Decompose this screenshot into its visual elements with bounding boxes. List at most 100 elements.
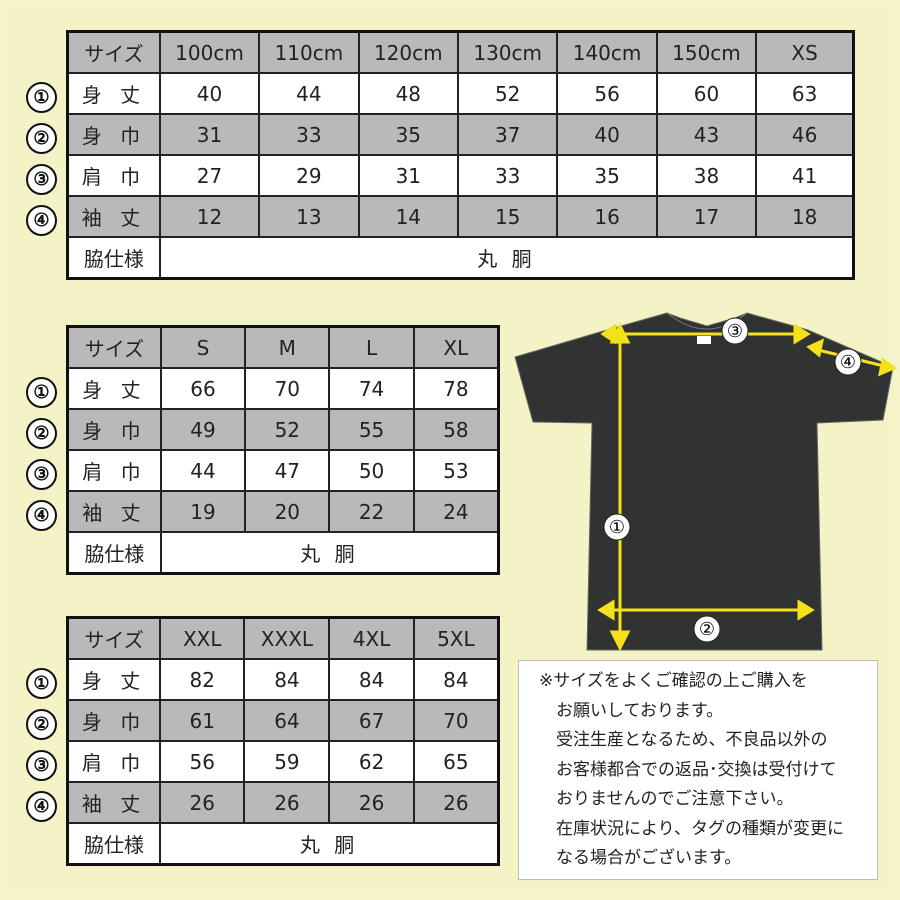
table-row: 肩 巾 44 47 50 53 [66, 449, 500, 492]
measurement-cell: 64 [243, 699, 331, 742]
measurement-cell: 48 [357, 72, 459, 115]
table-row: 袖 丈 12 13 14 15 16 17 18 [66, 195, 855, 238]
measurement-cell: 22 [328, 490, 415, 533]
size-table: サイズ S M L XL 身 丈 66 70 74 78 身 巾 49 52 55 58 肩 巾 44 47 50 5… [66, 325, 500, 575]
size-column-header: M [244, 325, 331, 369]
size-table: サイズ 100cm 110cm 120cm 130cm 140cm 150cm XS 身 丈 40… [66, 30, 855, 280]
row-marker: ① [26, 668, 57, 699]
size-column-header: 4XL [328, 616, 415, 660]
size-column-header: L [328, 325, 415, 369]
notice-line: ※サイズをよくご確認の上ご購入を [539, 671, 808, 691]
row-marker: ② [26, 123, 57, 154]
diagram-label-3: ③ [727, 321, 743, 342]
measurement-cell: 47 [244, 449, 331, 492]
row-label: 袖 丈 [66, 195, 161, 238]
table-row: 身 巾 61 64 67 70 [66, 699, 500, 742]
arrowhead [793, 323, 811, 345]
side-spec-value: 丸 胴 [159, 822, 500, 866]
header-row: サイズ 100cm 110cm 120cm 130cm 140cm 150cm XS [66, 30, 855, 74]
measurement-cell: 43 [655, 113, 758, 156]
header-row: サイズ XXL XXXL 4XL 5XL [66, 616, 500, 660]
measurement-cell: 19 [159, 490, 247, 533]
row-label: 肩 巾 [66, 740, 162, 783]
measurement-cell: 44 [159, 449, 247, 492]
measurement-cell: 14 [357, 195, 459, 238]
measurement-cell: 26 [159, 781, 246, 824]
table-row: 袖 丈 19 20 22 24 [66, 490, 500, 533]
measurement-cell: 20 [244, 490, 331, 533]
measurement-cell: 53 [412, 449, 500, 492]
size-column-header: 140cm [556, 30, 658, 74]
side-spec-row: 脇仕様丸 胴 [66, 822, 500, 866]
measurement-cell: 33 [258, 113, 360, 156]
side-spec-label: 脇仕様 [66, 531, 162, 575]
measurement-cell: 13 [258, 195, 360, 238]
measurement-cell: 74 [328, 367, 415, 410]
row-marker: ② [26, 418, 57, 449]
measurement-cell: 61 [159, 699, 246, 742]
measurement-cell: 18 [755, 195, 855, 238]
size-column-header: XL [412, 325, 500, 369]
size-column-header: 110cm [258, 30, 360, 74]
diagram-label-2: ② [699, 619, 715, 640]
row-label: 袖 丈 [66, 490, 162, 533]
row-label: 身 巾 [66, 408, 162, 451]
arrowhead [877, 357, 898, 377]
measurement-cell: 84 [328, 658, 415, 701]
notice-box: ※サイズをよくご確認の上ご購入を お願いしております。 受注生産となるため、不良… [518, 660, 878, 880]
table-row: 身 丈 40 44 48 52 56 60 63 [66, 72, 855, 115]
size-column-header: 120cm [357, 30, 459, 74]
measurement-cell: 59 [243, 740, 331, 783]
row-label: 身 巾 [66, 699, 162, 742]
row-marker: ③ [26, 750, 57, 781]
diagram-label-1: ① [609, 517, 625, 538]
arrowhead [609, 630, 631, 652]
measurement-cell: 31 [158, 113, 261, 156]
measurement-cell: 16 [556, 195, 658, 238]
table-row: 肩 巾 56 59 62 65 [66, 740, 500, 783]
measurement-cell: 26 [243, 781, 331, 824]
row-marker: ④ [26, 500, 57, 531]
side-spec-label: 脇仕様 [66, 822, 162, 866]
row-marker: ③ [26, 164, 57, 195]
measurement-cell: 17 [655, 195, 758, 238]
header-row: サイズ S M L XL [66, 325, 500, 369]
size-header-cell: サイズ [66, 616, 162, 660]
row-label: 身 丈 [66, 72, 161, 115]
size-column-header: 130cm [456, 30, 559, 74]
measurement-cell: 24 [412, 490, 500, 533]
measurement-cell: 60 [655, 72, 758, 115]
measurement-cell: 49 [159, 408, 247, 451]
tshirt-tag [697, 336, 711, 344]
size-column-header: 5XL [412, 616, 500, 660]
notice-line: 在庫状況により、タグの種類が変更に [539, 818, 844, 839]
measurement-cell: 58 [412, 408, 500, 451]
measurement-cell: 40 [158, 72, 261, 115]
notice-line: 受注生産となるため、不良品以外の [539, 730, 828, 750]
notice-line: お願いしております。 [539, 700, 724, 721]
diagram-label-4: ④ [840, 352, 856, 373]
measurement-cell: 63 [755, 72, 855, 115]
row-label: 肩 巾 [66, 154, 161, 197]
notice-line: お客様都合での返品･交換は受付けて [539, 759, 837, 780]
size-column-header: XS [755, 30, 855, 74]
table-row: 身 巾 49 52 55 58 [66, 408, 500, 451]
measurement-cell: 52 [244, 408, 331, 451]
row-marker: ④ [26, 205, 57, 236]
measurement-cell: 52 [456, 72, 559, 115]
measurement-cell: 84 [412, 658, 500, 701]
size-column-header: 150cm [655, 30, 758, 74]
measurement-cell: 70 [412, 699, 500, 742]
notice-line: なる場合がございます。 [539, 848, 742, 868]
side-spec-row: 脇仕様丸 胴 [66, 236, 855, 280]
row-label: 身 丈 [66, 658, 162, 701]
row-marker: ① [26, 82, 57, 113]
measurement-cell: 70 [244, 367, 331, 410]
table-row: 身 丈 82 84 84 84 [66, 658, 500, 701]
measurement-cell: 26 [328, 781, 415, 824]
row-label: 身 丈 [66, 367, 162, 410]
measurement-cell: 65 [412, 740, 500, 783]
tshirt-shape [514, 312, 894, 651]
measurement-cell: 62 [328, 740, 415, 783]
